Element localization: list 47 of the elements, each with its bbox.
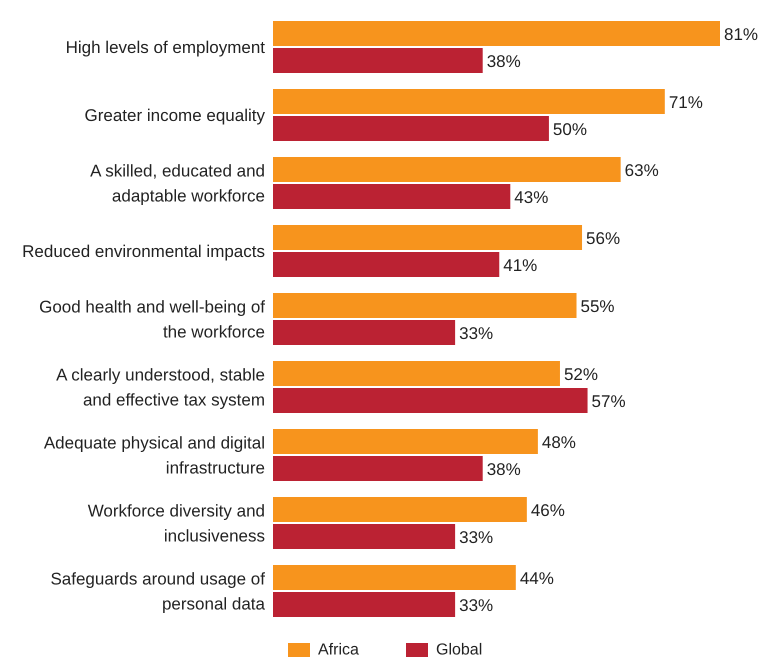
data-label: 38% xyxy=(486,460,521,479)
y-tick-label: Reduced environmental impacts xyxy=(22,242,265,260)
data-label: 57% xyxy=(592,392,626,411)
bar xyxy=(273,497,527,522)
bar xyxy=(273,456,483,481)
data-label: 38% xyxy=(486,52,521,71)
y-tick-label: Adequate physical and digital infrastructure xyxy=(44,433,265,477)
y-tick-label: Workforce diversity and inclusiveness xyxy=(88,501,265,545)
data-label: 41% xyxy=(503,256,538,275)
bar xyxy=(273,293,577,318)
legend-label: Global xyxy=(436,642,482,657)
data-label: 44% xyxy=(520,569,554,588)
data-label: 56% xyxy=(586,229,620,248)
bar xyxy=(273,225,582,250)
legend-label: Africa xyxy=(318,642,359,657)
data-label: 52% xyxy=(564,365,598,384)
bar xyxy=(273,89,665,114)
y-tick-label: Good health and well-being of the workforce xyxy=(39,297,266,341)
bar xyxy=(273,157,621,182)
data-label: 63% xyxy=(624,161,659,180)
bar xyxy=(273,361,560,386)
data-label: 33% xyxy=(459,324,494,343)
bar xyxy=(273,524,456,549)
bar xyxy=(273,252,500,277)
data-label: 33% xyxy=(459,596,494,615)
bar xyxy=(273,184,510,209)
bar xyxy=(273,320,456,345)
bar xyxy=(273,429,538,454)
data-label: 50% xyxy=(552,120,587,139)
bar xyxy=(273,388,588,413)
data-label: 46% xyxy=(530,501,565,520)
y-tick-label: Greater income equality xyxy=(84,106,266,124)
data-label: 43% xyxy=(514,188,548,207)
y-tick-label: High levels of employment xyxy=(66,38,266,56)
data-label: 81% xyxy=(724,25,758,44)
data-label: 33% xyxy=(459,528,494,547)
y-tick-label: Safeguards around usage of personal data xyxy=(50,569,266,613)
bar xyxy=(273,48,483,73)
data-label: 55% xyxy=(580,297,615,316)
data-label: 71% xyxy=(668,93,703,112)
y-tick-label: A clearly understood, stable and effective tax system xyxy=(56,365,265,409)
bar xyxy=(273,21,720,46)
bar xyxy=(273,116,549,141)
bar xyxy=(273,592,456,617)
bar xyxy=(273,565,516,590)
y-tick-label: A skilled, educated and adaptable workforce xyxy=(90,161,265,205)
data-label: 48% xyxy=(542,433,576,452)
